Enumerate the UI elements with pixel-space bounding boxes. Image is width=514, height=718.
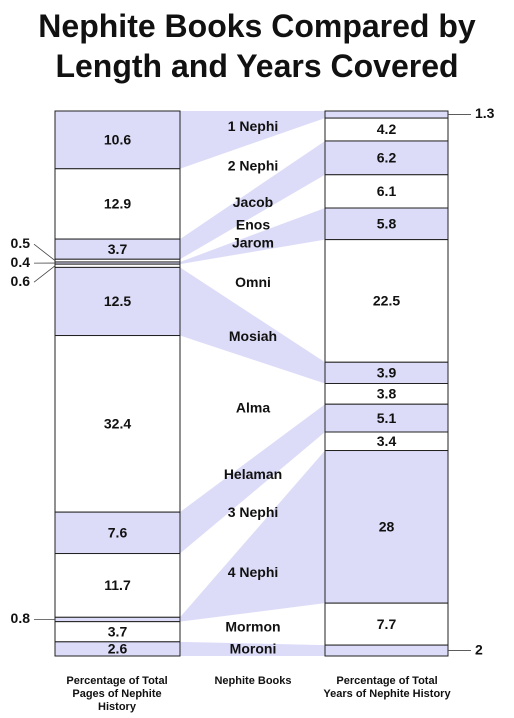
segment (54, 641, 181, 657)
value-label: 11.7 (104, 577, 131, 593)
value-label: 3.7 (108, 623, 128, 639)
value-label: 2.6 (108, 641, 128, 657)
value-label: 3.7 (108, 241, 128, 257)
value-label: 7.7 (377, 616, 397, 632)
connector-band (180, 450, 325, 622)
value-label: 12.5 (104, 293, 131, 309)
category-label: 3 Nephi (228, 504, 279, 520)
segment (54, 616, 181, 623)
value-label: 5.1 (377, 410, 397, 426)
segment (54, 266, 181, 337)
category-label: 1 Nephi (228, 118, 279, 134)
value-label: 2 (475, 641, 483, 657)
category-label: Mosiah (229, 328, 277, 344)
category-label: Jacob (233, 194, 273, 210)
connector-band (180, 404, 325, 554)
segment (54, 553, 181, 618)
connector-band (180, 267, 325, 384)
value-label: 3.8 (377, 386, 397, 402)
category-label: Alma (236, 400, 270, 416)
segment (54, 335, 181, 513)
value-label: 0.4 (11, 254, 31, 270)
value-label: 6.2 (377, 150, 397, 166)
category-label: 2 Nephi (228, 157, 279, 173)
segment (324, 207, 449, 241)
leader-line (33, 265, 56, 283)
value-label: 10.6 (104, 132, 131, 148)
segment (324, 644, 449, 657)
value-label: 32.4 (104, 416, 131, 432)
category-label: Mormon (225, 619, 280, 635)
value-label: 22.5 (373, 293, 400, 309)
category-label: 4 Nephi (228, 564, 279, 580)
connector-band (180, 208, 325, 265)
category-label: Helaman (224, 466, 282, 482)
value-label: 4.2 (377, 121, 397, 137)
category-label: Jarom (232, 235, 274, 251)
leader-line (33, 243, 56, 261)
middle-label: Nephite Books (214, 675, 292, 687)
segment (324, 239, 449, 363)
connector-band (180, 641, 325, 656)
segment (324, 140, 449, 176)
value-label: 12.9 (104, 196, 131, 212)
value-label: 0.8 (11, 610, 31, 626)
segment (324, 602, 449, 646)
segment (54, 168, 181, 240)
segment (324, 450, 449, 604)
value-label: 3.9 (377, 365, 397, 381)
value-label: 5.8 (377, 216, 397, 232)
category-label: Moroni (230, 640, 277, 656)
value-label: 0.5 (11, 235, 31, 251)
chart-title: Nephite Books Compared by Length and Yea… (38, 8, 476, 84)
value-label: 7.6 (108, 525, 128, 541)
left-column-label: Percentage of Total Pages of Nephite His… (66, 675, 168, 713)
value-label: 6.1 (377, 183, 397, 199)
value-label: 28 (379, 519, 395, 535)
connector-band (180, 111, 325, 169)
value-label: 0.6 (11, 273, 31, 289)
category-label: Enos (236, 217, 270, 233)
segment (324, 174, 449, 209)
value-label: 1.3 (475, 105, 495, 121)
right-column-label: Percentage of Total Years of Nephite His… (323, 675, 451, 700)
connector-band (180, 140, 325, 260)
segment (324, 110, 449, 119)
segment (324, 403, 449, 433)
value-label: 3.4 (377, 433, 397, 449)
category-label: Omni (235, 274, 271, 290)
